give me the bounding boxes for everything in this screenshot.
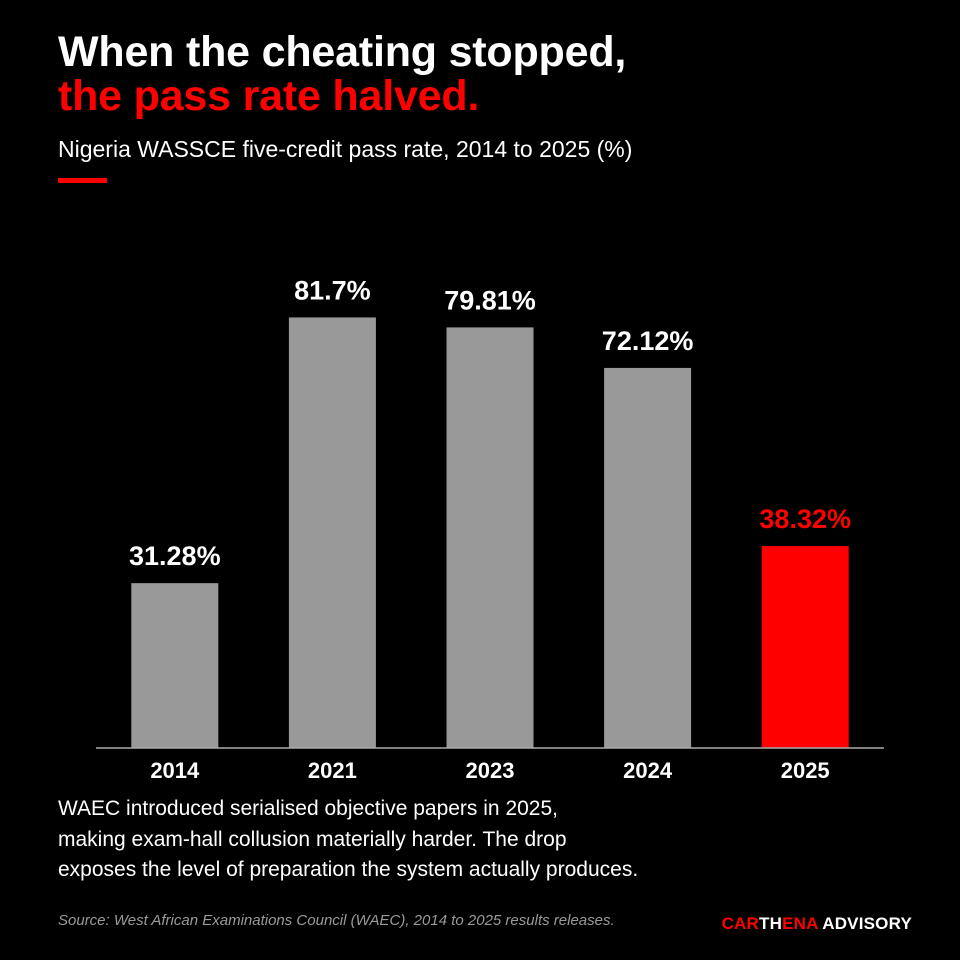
- brand-part-1: CAR: [721, 914, 759, 933]
- bars-group: [131, 317, 849, 748]
- note-line-2: making exam-hall collusion materially ha…: [58, 827, 567, 851]
- value-label-2025: 38.32%: [759, 504, 851, 534]
- chart-subtitle: Nigeria WASSCE five-credit pass rate, 20…: [58, 136, 633, 162]
- bar-2025: [761, 546, 849, 748]
- x-tick-label-2014: 2014: [150, 758, 200, 783]
- value-label-2023: 79.81%: [444, 285, 536, 315]
- title-line-1: When the cheating stopped,: [58, 28, 627, 76]
- note-line-3: exposes the level of preparation the sys…: [58, 858, 639, 881]
- source-credit: Source: West African Examinations Counci…: [58, 912, 615, 929]
- explanatory-note: WAEC introduced serialised objective pap…: [58, 794, 758, 886]
- brand-part-3: ENA: [782, 914, 818, 933]
- brand-part-2: TH: [759, 914, 783, 933]
- bar-2023: [446, 327, 534, 748]
- title-line-2: the pass rate halved.: [58, 72, 480, 120]
- chart-title: When the cheating stopped, the pass rate…: [58, 30, 626, 118]
- x-tick-label-2021: 2021: [308, 758, 357, 783]
- brand-part-4: ADVISORY: [817, 914, 912, 933]
- value-label-2021: 81.7%: [294, 275, 371, 305]
- value-label-2014: 31.28%: [129, 541, 221, 571]
- bar-2014: [131, 583, 219, 748]
- bar-chart: 31.28% 2014 81.7% 2021 79.81% 2023 72.12% 2024 3…: [96, 275, 884, 783]
- x-tick-label-2025: 2025: [781, 758, 830, 783]
- bar-2024: [604, 367, 692, 748]
- brand-logo: CARTHENA ADVISORY: [722, 914, 912, 934]
- labels-group: 31.28% 2014 81.7% 2021 79.81% 2023 72.12% 2024 3…: [129, 275, 851, 783]
- accent-rule: [58, 178, 107, 183]
- value-label-2024: 72.12%: [602, 326, 694, 356]
- note-line-1: WAEC introduced serialised objective pap…: [58, 797, 558, 820]
- bar-2021: [288, 317, 376, 748]
- x-tick-label-2024: 2024: [623, 758, 673, 783]
- x-tick-label-2023: 2023: [466, 758, 515, 783]
